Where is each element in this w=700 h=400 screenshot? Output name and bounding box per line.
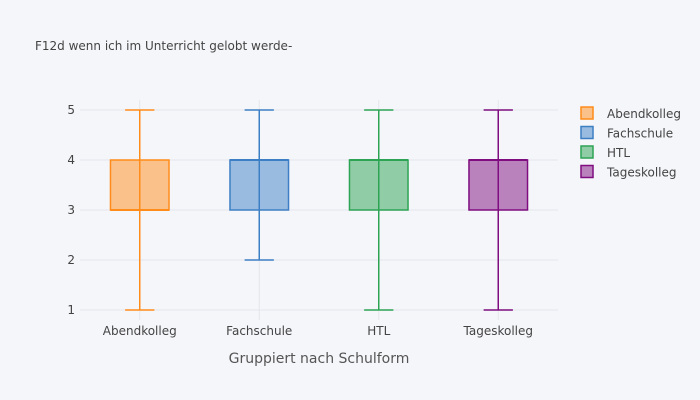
box-tageskolleg	[469, 110, 528, 310]
legend-swatch	[581, 166, 593, 178]
legend-item-htl: HTL	[581, 146, 630, 160]
x-axis: Abendkolleg Fachschule HTL Tageskolleg	[103, 324, 533, 338]
legend-swatch	[581, 107, 593, 119]
x-axis-title: Gruppiert nach Schulform	[229, 351, 410, 367]
box-iqr	[110, 160, 169, 210]
box-htl	[349, 110, 408, 310]
box-iqr	[349, 160, 408, 210]
box-iqr	[469, 160, 528, 210]
y-tick-label: 3	[67, 203, 75, 217]
x-tick-label: Tageskolleg	[463, 324, 533, 338]
box-abendkolleg	[110, 110, 169, 310]
y-tick-label: 2	[67, 253, 75, 267]
x-tick-label: HTL	[367, 324, 390, 338]
legend-label: HTL	[607, 146, 630, 160]
x-tick-label: Fachschule	[226, 324, 292, 338]
box-fachschule	[230, 110, 289, 260]
y-axis: 1 2 3 4 5	[67, 103, 75, 317]
box-iqr	[230, 160, 289, 210]
legend-label: Abendkolleg	[607, 107, 681, 121]
y-tick-label: 4	[67, 153, 75, 167]
legend-label: Fachschule	[607, 127, 673, 141]
y-tick-label: 1	[67, 303, 75, 317]
x-tick-label: Abendkolleg	[103, 324, 177, 338]
legend-item-fachschule: Fachschule	[581, 127, 673, 141]
legend-swatch	[581, 146, 593, 158]
legend: Abendkolleg Fachschule HTL Tageskolleg	[581, 107, 681, 180]
legend-swatch	[581, 127, 593, 139]
legend-label: Tageskolleg	[606, 166, 676, 180]
legend-item-tageskolleg: Tageskolleg	[581, 166, 676, 180]
y-tick-label: 5	[67, 103, 75, 117]
legend-item-abendkolleg: Abendkolleg	[581, 107, 681, 121]
chart-title: F12d wenn ich im Unterricht gelobt werde…	[35, 39, 292, 53]
